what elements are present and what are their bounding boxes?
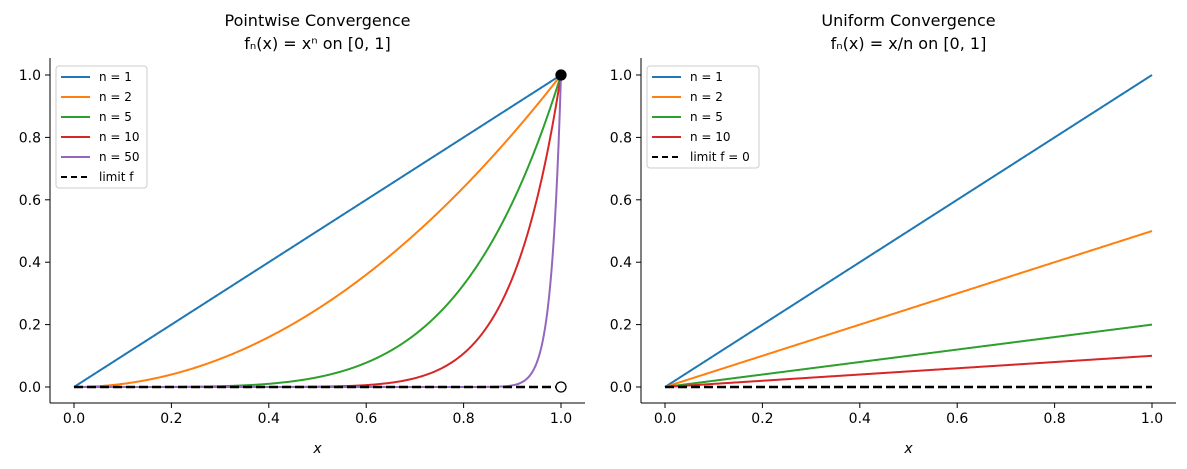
series-line-n10 <box>664 354 1153 388</box>
x-tick-label: 1.0 <box>550 411 572 427</box>
chart-1: Pointwise Convergence fₙ(x) = xⁿ on [0, 1… <box>19 11 585 457</box>
legend-label: n = 1 <box>99 70 132 84</box>
legend-label: n = 10 <box>99 130 140 144</box>
x-tick-label: 0.2 <box>751 411 773 427</box>
x-tick-label: 0.6 <box>355 411 377 427</box>
series-line-n2 <box>664 230 1153 388</box>
x-tick-label: 0.4 <box>258 411 280 427</box>
legend-label: n = 5 <box>99 110 132 124</box>
x-tick-label: 0.6 <box>946 411 968 427</box>
legend-label: n = 2 <box>690 90 723 104</box>
y-tick-label: 0.4 <box>19 255 41 271</box>
legend: n = 1 n = 2 n = 5 n = 10 limit f = 0 <box>646 65 760 169</box>
series-line-n1 <box>73 74 562 388</box>
y-tick-label: 0.2 <box>19 318 41 334</box>
x-tick-label: 0.4 <box>849 411 871 427</box>
y-tick-label: 0.6 <box>610 193 632 209</box>
series-line-n2 <box>74 74 562 388</box>
legend-frame <box>646 65 760 169</box>
y-tick-label: 1.0 <box>610 68 632 84</box>
legend-label: n = 1 <box>690 70 723 84</box>
y-tick-label: 0.0 <box>610 380 632 396</box>
y-tick-label: 0.6 <box>19 193 41 209</box>
chart-subtitle: fₙ(x) = x/n on [0, 1] <box>831 34 987 53</box>
legend: n = 1 n = 2 n = 5 n = 10 n = 50 limit f <box>55 65 148 189</box>
y-tick-label: 0.4 <box>610 255 632 271</box>
chart-title: Pointwise Convergence <box>224 11 410 30</box>
open-endpoint-marker <box>555 381 567 393</box>
x-tick-label: 0.8 <box>1043 411 1065 427</box>
x-tick-label: 0.0 <box>654 411 676 427</box>
legend-label: limit f <box>99 170 134 184</box>
legend-label: n = 50 <box>99 150 140 164</box>
y-tick-label: 1.0 <box>19 68 41 84</box>
x-tick-label: 0.8 <box>452 411 474 427</box>
legend-label: n = 2 <box>99 90 132 104</box>
x-tick-label: 1.0 <box>1141 411 1163 427</box>
legend-label: n = 5 <box>690 110 723 124</box>
x-axis-label: x <box>903 441 913 457</box>
legend-label: limit f = 0 <box>690 150 750 164</box>
x-axis-label: x <box>312 441 322 457</box>
filled-endpoint-marker <box>555 69 567 81</box>
legend-label: n = 10 <box>690 130 731 144</box>
chart-subtitle: fₙ(x) = xⁿ on [0, 1] <box>244 34 391 53</box>
y-tick-label: 0.0 <box>19 380 41 396</box>
series-line-n1 <box>664 74 1153 388</box>
series-line-n5 <box>664 323 1153 388</box>
x-tick-label: 0.2 <box>160 411 182 427</box>
y-tick-label: 0.8 <box>19 130 41 146</box>
x-tick-label: 0.0 <box>63 411 85 427</box>
y-tick-label: 0.8 <box>610 130 632 146</box>
chart-title: Uniform Convergence <box>821 11 995 30</box>
y-tick-label: 0.2 <box>610 318 632 334</box>
chart-2: Uniform Convergence fₙ(x) = x/n on [0, 1]… <box>610 11 1176 457</box>
